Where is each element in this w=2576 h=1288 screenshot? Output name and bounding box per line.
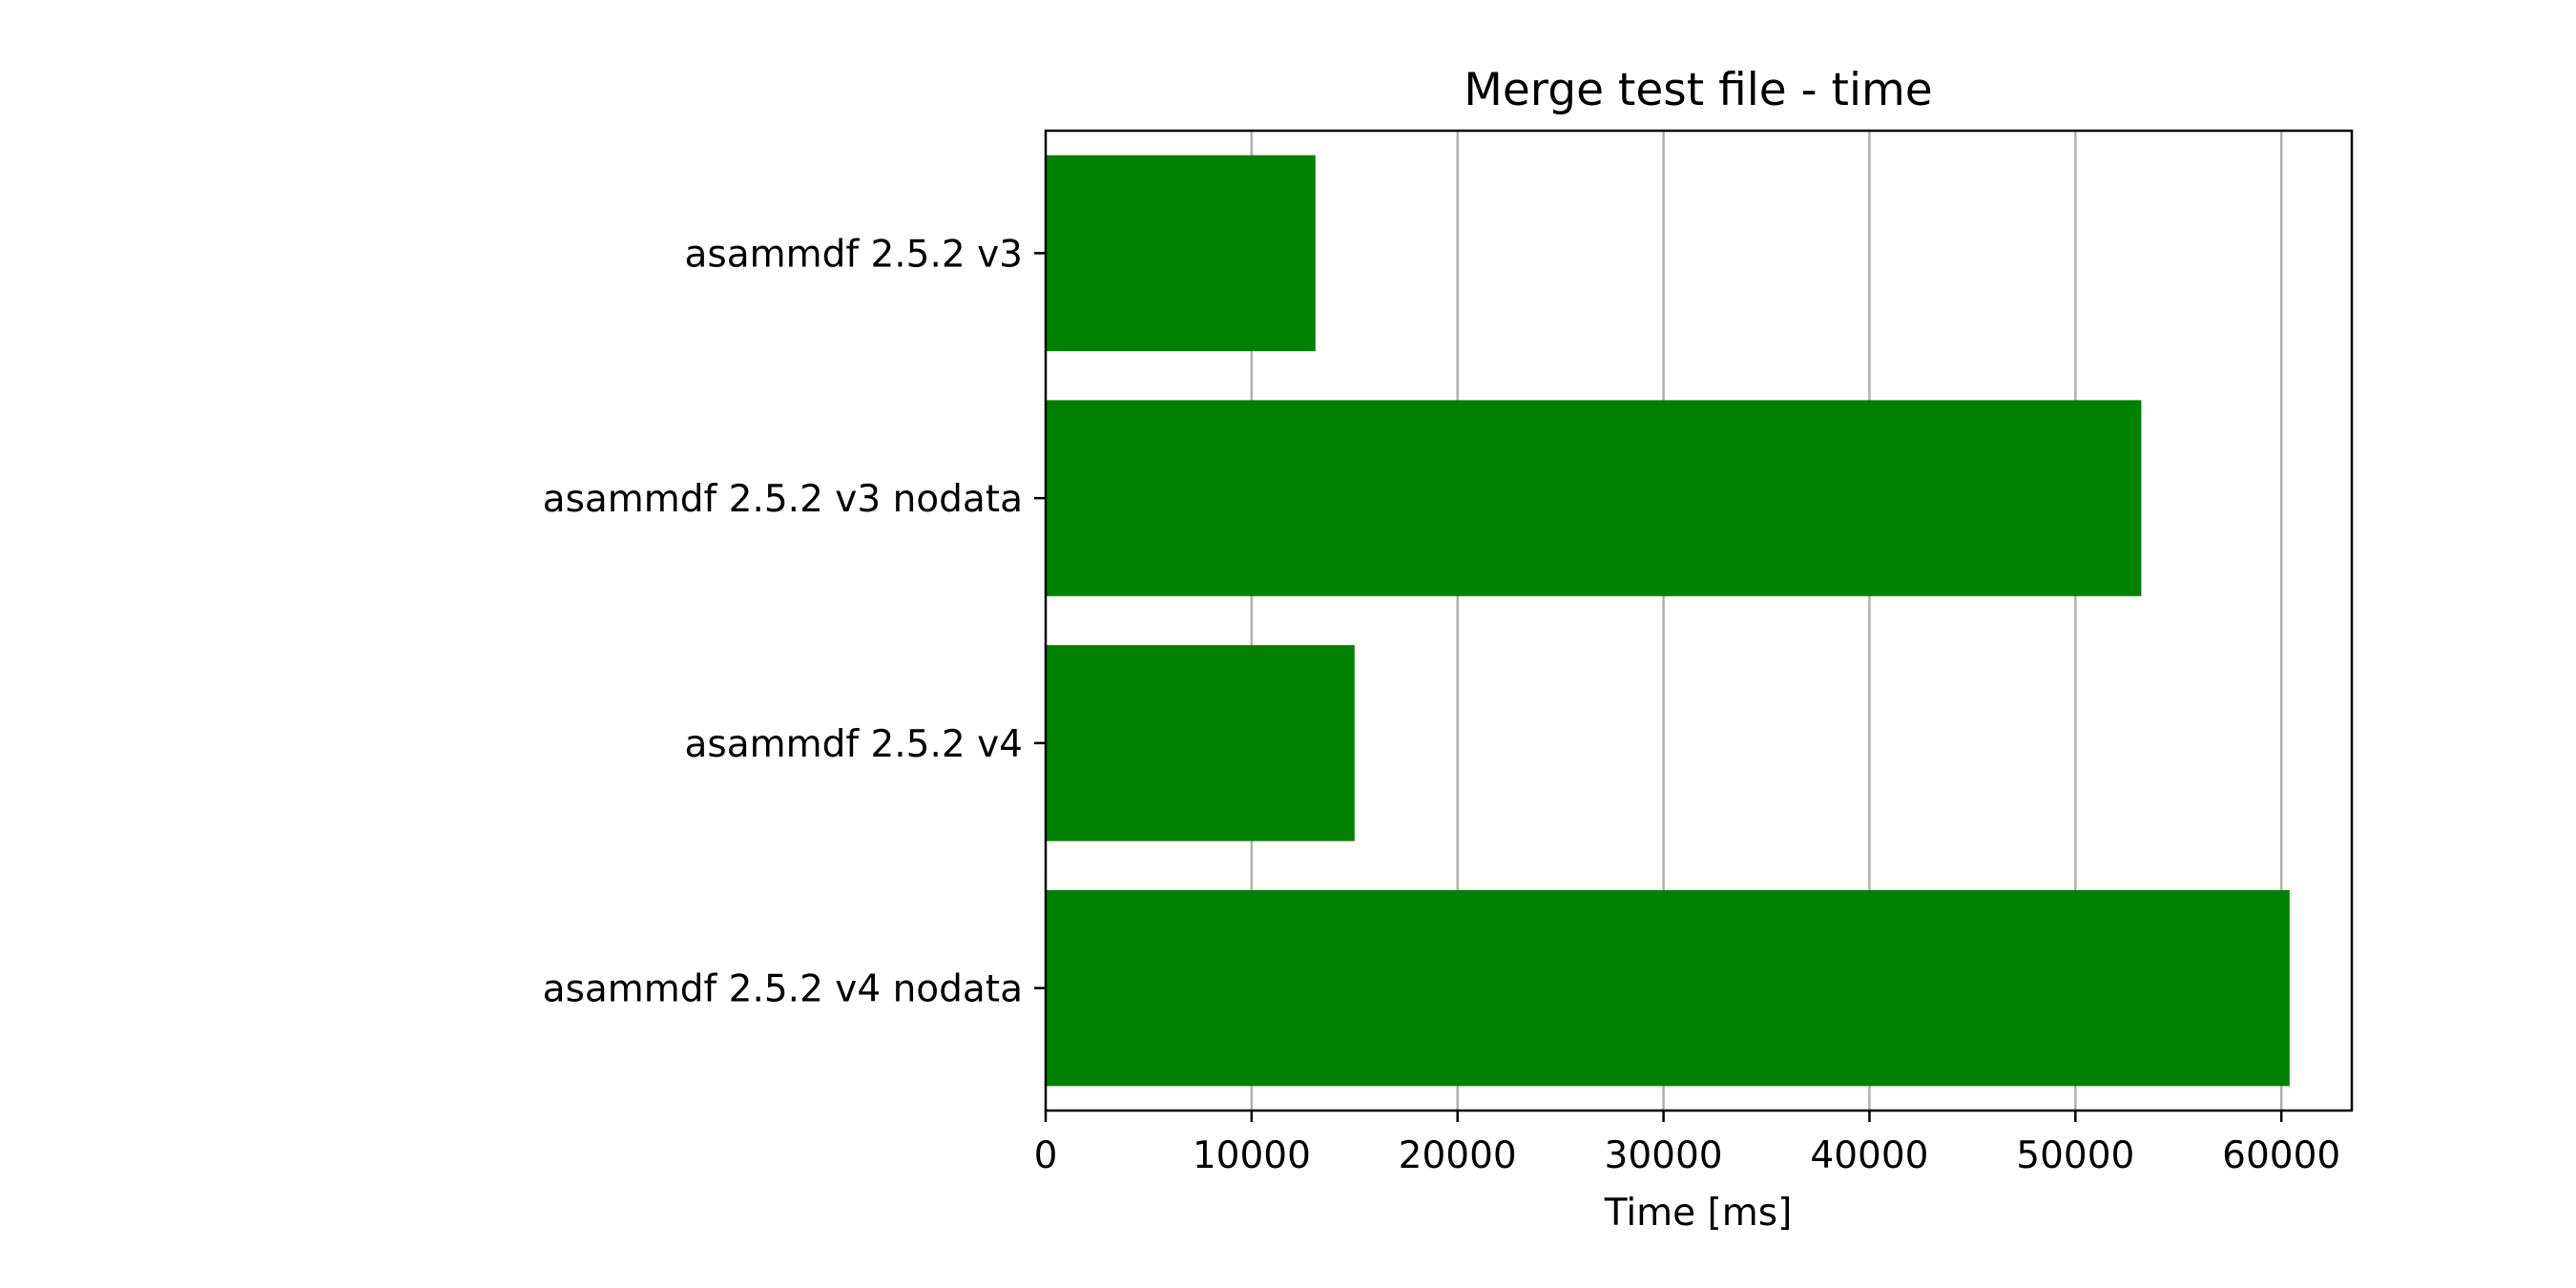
chart-title: Merge test file - time [1464,64,1932,116]
x-tick-label: 40000 [1810,1134,1928,1177]
bar [1046,400,2142,596]
bar [1046,155,1316,352]
plot-frame [1044,129,2354,1112]
x-tick-label: 20000 [1399,1134,1517,1177]
x-tick-label: 60000 [2222,1134,2340,1177]
bar [1046,645,1355,841]
x-tick-label: 30000 [1605,1134,1723,1177]
y-tick-label: asammdf 2.5.2 v3 [684,233,1023,276]
x-tick-label: 50000 [2016,1134,2134,1177]
x-axis-title: Time [ms] [1604,1192,1793,1235]
x-tick-label: 0 [1034,1134,1058,1177]
y-tick-label: asammdf 2.5.2 v4 [684,723,1023,766]
bar [1046,889,2290,1087]
x-tick-label: 10000 [1193,1134,1311,1177]
y-tick-label: asammdf 2.5.2 v3 nodata [543,478,1023,521]
bars-layer [1046,155,2290,1087]
ticks-layer: 0 10000 20000 30000 40000 50000 60000 asammdf 2… [543,233,2341,1177]
y-tick-label: asammdf 2.5.2 v4 nodata [543,968,1023,1011]
